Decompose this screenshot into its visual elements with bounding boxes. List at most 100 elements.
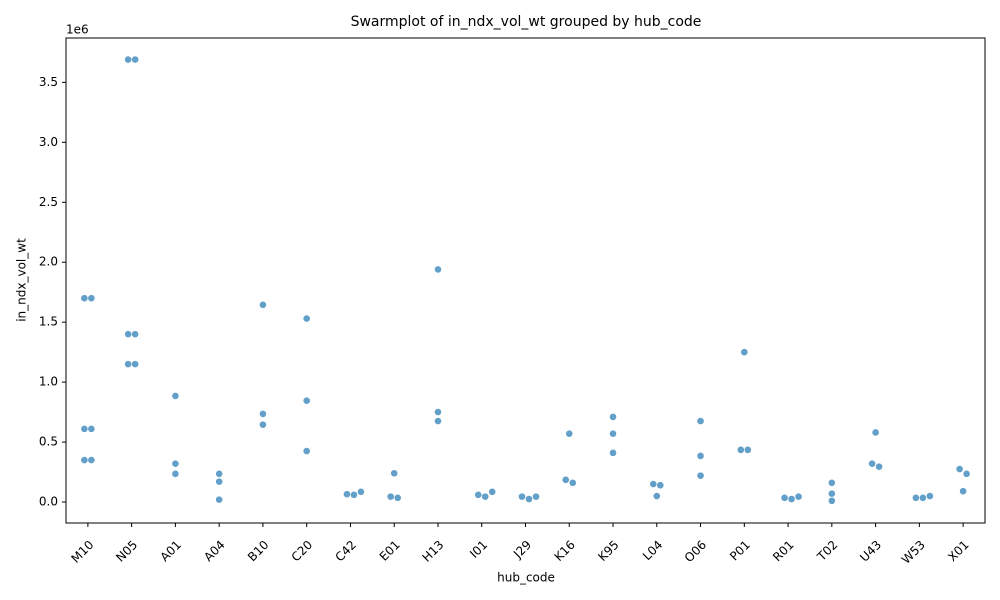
y-tick-label: 2.0: [39, 255, 58, 269]
data-point: [343, 490, 351, 498]
data-point: [390, 469, 398, 477]
x-tick-label: R01: [770, 538, 797, 565]
y-tick-label: 0.0: [39, 495, 58, 509]
data-point: [394, 494, 402, 502]
data-point: [357, 488, 365, 496]
data-point: [172, 460, 179, 467]
x-tick-label: A01: [157, 538, 184, 565]
data-point: [481, 493, 489, 500]
data-point: [697, 417, 704, 425]
y-tick-label: 1.5: [39, 315, 58, 329]
data-point: [350, 491, 358, 499]
data-point: [828, 479, 836, 487]
data-point: [81, 425, 88, 433]
x-tick-label: O06: [682, 538, 709, 565]
y-tick-label: 0.5: [39, 435, 58, 449]
data-point: [609, 413, 617, 421]
data-point: [912, 494, 920, 502]
x-tick-label: J29: [510, 538, 534, 562]
data-point: [525, 495, 533, 503]
data-point: [303, 397, 310, 405]
x-tick-label: K16: [552, 538, 578, 564]
x-tick-label: W53: [899, 538, 928, 567]
data-point: [215, 478, 223, 485]
data-point: [434, 417, 442, 425]
data-point: [172, 392, 179, 400]
data-point: [88, 294, 95, 302]
x-tick-label: U43: [857, 538, 884, 565]
data-point: [131, 330, 139, 338]
data-point: [303, 315, 310, 322]
data-point: [81, 456, 88, 464]
data-point: [744, 446, 752, 454]
data-point: [697, 472, 704, 479]
x-tick-label: K95: [595, 538, 621, 564]
data-point: [609, 449, 617, 457]
data-point: [259, 410, 267, 418]
data-point: [474, 491, 482, 499]
data-point: [215, 496, 223, 503]
data-point: [131, 360, 139, 368]
data-point: [124, 360, 132, 368]
data-point: [926, 492, 934, 500]
data-point: [609, 430, 617, 437]
y-axis-label: in_ndx_vol_wt: [15, 238, 29, 322]
data-point: [569, 479, 577, 487]
data-point: [649, 480, 657, 488]
data-point: [919, 494, 927, 502]
x-axis-label: hub_code: [497, 571, 555, 585]
x-tick-label: I01: [467, 538, 490, 561]
data-point: [781, 494, 788, 502]
data-point: [959, 487, 967, 495]
data-point: [963, 470, 970, 478]
data-point: [88, 456, 95, 464]
x-tick-label: E01: [377, 538, 403, 564]
data-point: [434, 408, 442, 416]
data-point: [434, 266, 442, 273]
data-point: [387, 493, 395, 500]
data-point: [215, 470, 223, 478]
data-point: [532, 493, 540, 500]
data-point: [88, 425, 95, 433]
data-point: [259, 301, 267, 309]
x-tick-label: N05: [113, 538, 140, 565]
data-point: [518, 493, 526, 500]
data-point: [259, 421, 267, 428]
y-tick-label: 3.5: [39, 75, 58, 89]
data-point: [562, 476, 570, 484]
data-point: [81, 294, 88, 302]
x-tick-label: C42: [332, 538, 359, 565]
y-tick-label: 1.0: [39, 375, 58, 389]
data-point: [124, 330, 132, 338]
data-point: [488, 488, 496, 496]
data-point: [795, 493, 802, 500]
x-tick-label: T02: [814, 538, 841, 565]
x-tick-label: B10: [245, 538, 272, 565]
data-point: [828, 497, 836, 505]
x-tick-label: A04: [201, 538, 228, 565]
data-point: [656, 481, 664, 489]
x-tick-label: C20: [289, 538, 316, 565]
data-point: [737, 446, 745, 454]
chart-title: Swarmplot of in_ndx_vol_wt grouped by hu…: [351, 14, 702, 30]
y-tick-label: 3.0: [39, 135, 58, 149]
data-point: [868, 460, 876, 467]
data-point: [875, 463, 883, 470]
data-point: [653, 492, 661, 500]
x-tick-label: P01: [727, 538, 753, 564]
plot-frame: [65, 37, 986, 524]
data-point: [303, 447, 310, 455]
data-point: [788, 495, 795, 503]
y-offset-label: 1e6: [66, 23, 89, 37]
data-point: [741, 348, 748, 356]
x-tick-label: L04: [640, 538, 665, 563]
data-point: [872, 429, 879, 436]
data-point: [697, 452, 704, 460]
data-point: [172, 470, 179, 478]
data-point: [131, 56, 139, 63]
x-tick-label: M10: [68, 538, 96, 566]
data-point: [828, 490, 836, 497]
data-point: [565, 430, 573, 437]
x-tick-label: H13: [419, 538, 446, 565]
